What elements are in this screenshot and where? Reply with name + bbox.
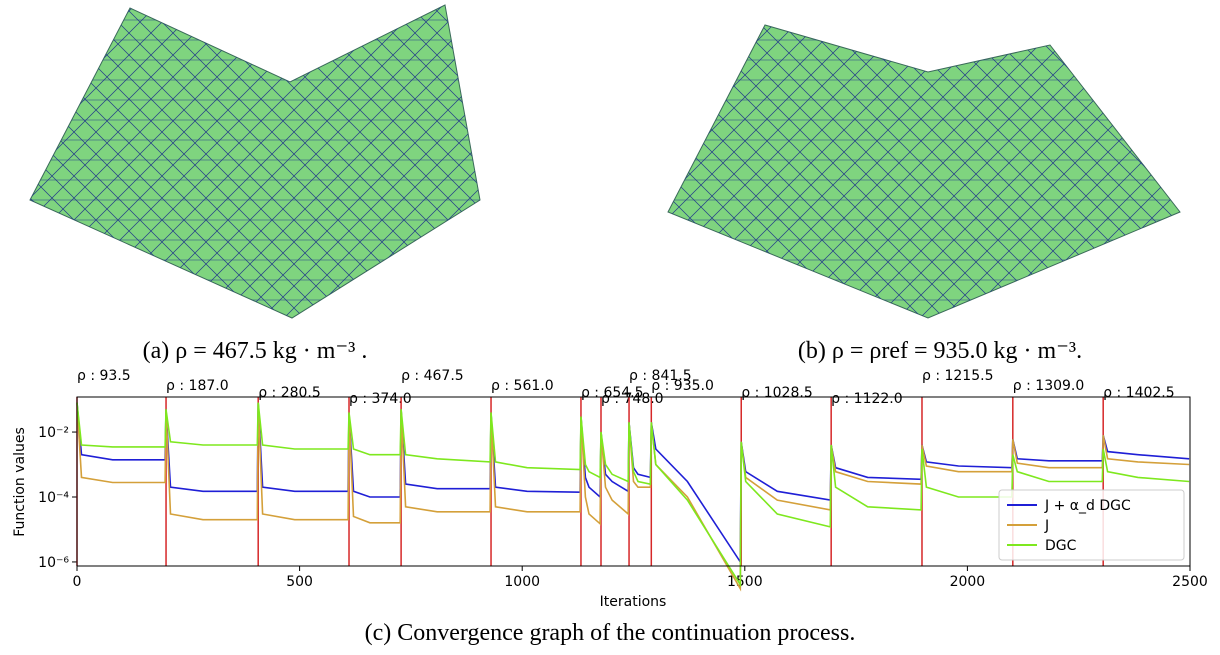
x-tick-label: 2500 — [1172, 574, 1208, 590]
mesh-surface — [29, 4, 481, 319]
series-line — [76, 402, 1190, 565]
mesh-edge — [30, 5, 229, 318]
mesh-edge — [30, 5, 185, 318]
mesh-edge — [668, 25, 867, 318]
annotation: ρ : 1215.5 — [922, 368, 994, 384]
mesh-edge — [1169, 25, 1180, 318]
annotation: ρ : 1402.5 — [1103, 385, 1175, 401]
x-tick-label: 2000 — [950, 574, 986, 590]
mesh-edge — [0, 0, 12, 400]
mesh-edge — [1173, 25, 1180, 318]
mesh-edge — [1192, 20, 1220, 420]
annotation: ρ : 1122.0 — [831, 391, 903, 407]
annotation: ρ : 280.5 — [258, 385, 321, 401]
mesh-edge — [293, 5, 480, 318]
annotation: ρ : 1028.5 — [741, 385, 813, 401]
mesh-edge — [30, 5, 35, 318]
mesh-edge — [1196, 0, 1220, 400]
mesh-edge — [668, 25, 823, 318]
legend-label: DGC — [1045, 538, 1077, 554]
mesh-edge — [0, 20, 8, 420]
mesh-edge — [1174, 0, 1220, 400]
annotation: ρ : 187.0 — [166, 378, 229, 394]
mesh-edge — [337, 5, 480, 318]
mesh-edge — [0, 20, 74, 420]
annotation: ρ : 374.0 — [349, 391, 412, 407]
mesh-edge — [315, 5, 480, 318]
plot-frame — [76, 396, 1191, 567]
mesh-edge — [0, 20, 52, 420]
mesh-edge — [0, 20, 30, 420]
y-tick-label: 10⁻⁶ — [38, 555, 69, 571]
x-axis-label: Iterations — [600, 594, 667, 610]
y-tick-label: 10⁻² — [38, 425, 69, 441]
y-tick-label: 10⁻⁴ — [38, 490, 69, 506]
legend-label: J + α_d DGC — [1044, 498, 1131, 514]
legend-box — [998, 489, 1185, 561]
mesh-edge — [0, 0, 8, 400]
annotation: ρ : 467.5 — [401, 368, 464, 384]
caption: (a) ρ = 467.5 kg · m⁻³ . — [143, 338, 368, 364]
mesh-edge — [30, 5, 207, 318]
mesh-surface — [667, 24, 1181, 319]
mesh-edge — [359, 5, 480, 318]
x-tick-label: 0 — [73, 574, 82, 590]
mesh-edge — [1214, 20, 1220, 420]
annotation: ρ : 935.0 — [651, 378, 714, 394]
mesh-edge — [997, 25, 1180, 318]
caption: (b) ρ = ρref = 935.0 kg · m⁻³. — [798, 338, 1082, 364]
y-axis-label: Function values — [12, 427, 28, 537]
mesh-edge — [668, 25, 845, 318]
annotation: ρ : 1309.0 — [1013, 378, 1085, 394]
legend-label: J — [1044, 518, 1049, 534]
mesh-edge — [30, 5, 31, 318]
mesh-edge — [1196, 20, 1220, 420]
mesh-edge — [668, 25, 801, 318]
annotation: ρ : 748.0 — [601, 391, 664, 407]
caption: (c) Convergence graph of the continuatio… — [365, 620, 856, 646]
annotation: ρ : 93.5 — [77, 368, 131, 384]
annotation: ρ : 841.5 — [629, 368, 692, 384]
mesh-edge — [381, 5, 480, 318]
x-tick-label: 500 — [286, 574, 313, 590]
annotation: ρ : 561.0 — [491, 378, 554, 394]
x-tick-label: 1000 — [504, 574, 540, 590]
series-line — [76, 402, 1190, 592]
series-line — [76, 402, 1190, 588]
